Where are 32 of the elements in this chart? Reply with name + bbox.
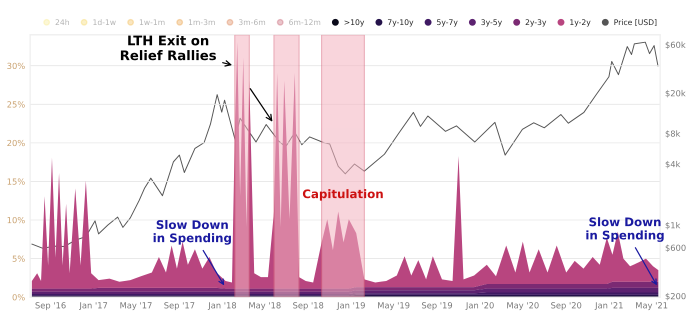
x-tick-label: May '19 (378, 302, 410, 310)
y-tick-label: 5% (12, 256, 25, 262)
annotation: LTH Exit on Relief Rallies (120, 35, 216, 60)
x-tick-label: Sep '17 (164, 302, 194, 310)
y-tick-label: 15% (8, 178, 25, 185)
y2-tick-label: $20k (666, 90, 686, 98)
x-tick-label: Jan '21 (594, 302, 623, 310)
y2-tick-label: $60k (666, 42, 686, 50)
y2-tick-label: $1k (666, 222, 680, 230)
y2-tick-label: $8k (666, 130, 680, 138)
y-tick-label: 25% (7, 101, 25, 108)
x-tick-label: Jan '19 (336, 302, 365, 310)
annotation: Capitulation (302, 189, 383, 201)
y2-tick-label: $4k (666, 160, 680, 168)
x-tick-label: Jan '17 (79, 302, 108, 310)
x-tick-label: May '20 (507, 302, 539, 310)
y-tick-label: 30% (7, 62, 25, 69)
x-tick-label: May '18 (249, 302, 281, 310)
annotation: Slow Down in Spending (154, 220, 231, 245)
x-tick-label: Sep '20 (551, 302, 582, 310)
y-tick-label: 0% (12, 294, 25, 300)
y2-tick-label: $200 (666, 292, 686, 300)
y-tick-label: 10% (8, 216, 25, 224)
x-tick-label: Sep '16 (35, 302, 66, 310)
y2-tick-label: $600 (666, 244, 686, 252)
x-tick-label: Sep '19 (422, 302, 452, 310)
x-tick-label: Jan '20 (465, 302, 494, 310)
y-tick-label: 20% (7, 140, 25, 146)
x-tick-label: Sep '18 (293, 302, 324, 310)
x-tick-label: Jan '18 (208, 302, 236, 310)
x-tick-label: May '17 (120, 302, 152, 310)
x-tick-label: May '21 (636, 302, 668, 310)
